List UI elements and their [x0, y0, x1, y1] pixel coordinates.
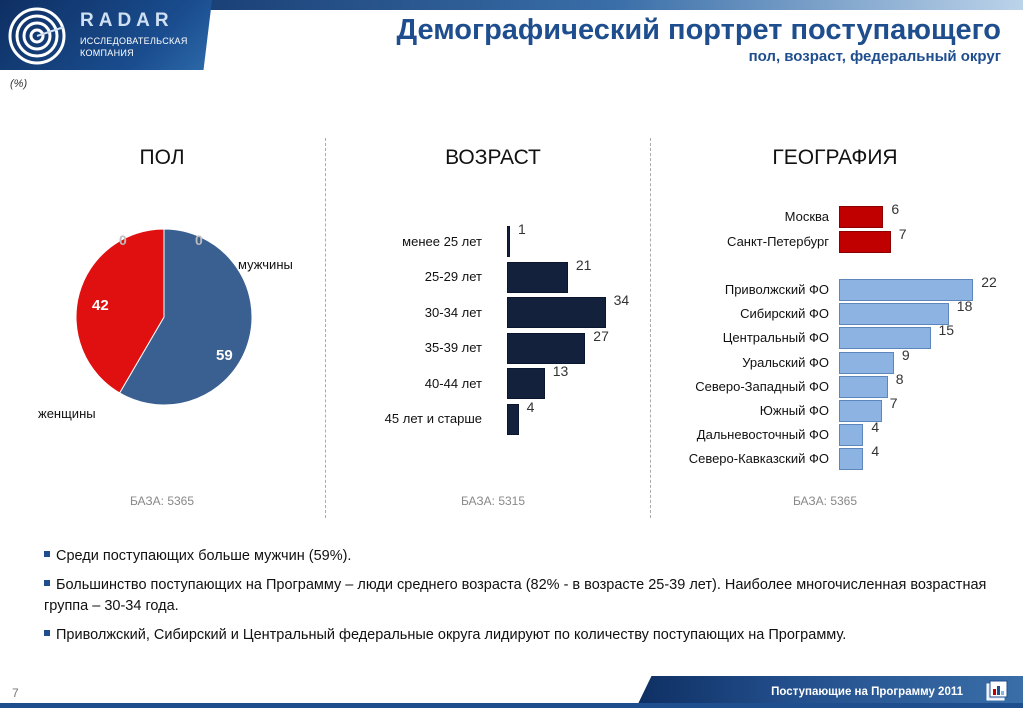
- summary-item: Среди поступающих больше мужчин (59%).: [44, 546, 994, 567]
- geo-district-value-label: 18: [956, 298, 973, 315]
- age-value-label: 1: [518, 221, 526, 237]
- age-bar: [507, 261, 568, 293]
- geo-district-value-label: 9: [901, 346, 910, 363]
- age-bar: [507, 226, 510, 257]
- geo-city-bar: [839, 206, 884, 228]
- age-value-label: 34: [613, 292, 630, 308]
- geo-district-bar: [839, 448, 864, 471]
- summary-text: Среди поступающих больше мужчин (59%).: [56, 548, 352, 564]
- geo-district-bar: [839, 400, 882, 422]
- geo-district-value-label: 4: [871, 419, 880, 436]
- geo-district-value-label: 4: [871, 443, 880, 460]
- summary-block: Среди поступающих больше мужчин (59%). Б…: [44, 546, 994, 654]
- geo-district-category-label: Уральский ФО: [742, 354, 829, 370]
- summary-item: Большинство поступающих на Программу – л…: [44, 575, 994, 617]
- age-bar: [507, 332, 586, 364]
- geo-district-category-label: Дальневосточный ФО: [696, 427, 829, 443]
- geo-district-category-label: Северо-Западный ФО: [695, 378, 829, 394]
- gender-pie-chart: [75, 228, 253, 406]
- geo-district-bar: [839, 375, 888, 398]
- age-category-label: 45 лет и старше: [384, 411, 482, 426]
- geo-city-value-label: 6: [891, 201, 900, 217]
- page-number: 7: [12, 686, 19, 700]
- footer-text: Поступающие на Программу 2011: [771, 686, 963, 698]
- geo-title: ГЕОГРАФИЯ: [772, 146, 898, 169]
- pie-legend-male: мужчины: [238, 257, 293, 272]
- logo-sub-line2: КОМПАНИЯ: [80, 48, 134, 58]
- geo-district-value-label: 8: [895, 370, 904, 387]
- bullet-icon: [44, 551, 50, 558]
- geo-district-category-label: Центральный ФО: [722, 330, 829, 346]
- geo-district-value-label: 15: [938, 322, 955, 339]
- age-bar: [507, 368, 545, 399]
- geo-district-value-label: 22: [981, 274, 997, 290]
- header-bar: [0, 0, 1023, 10]
- geo-district-bar: [839, 351, 894, 374]
- gender-title: ПОЛ: [139, 146, 185, 169]
- pie-legend-female: женщины: [38, 406, 96, 421]
- geo-city-category-label: Москва: [784, 209, 829, 224]
- age-category-label: 40-44 лет: [424, 375, 482, 391]
- logo-sub-line1: ИССЛЕДОВАТЕЛЬСКАЯ: [80, 36, 188, 46]
- pie-value-female: 42: [92, 297, 109, 314]
- age-bar: [507, 297, 606, 328]
- radar-logo-icon: [8, 7, 66, 65]
- divider-1: [325, 138, 326, 518]
- age-category-label: 30-34 лет: [424, 304, 482, 320]
- pie-extra-label-1: 0: [119, 232, 127, 248]
- footer-line: [0, 703, 1023, 708]
- pie-slice-male: [118, 228, 253, 406]
- gender-base: БАЗА: 5365: [129, 494, 195, 508]
- bullet-icon: [44, 630, 50, 637]
- age-category-label: 35-39 лет: [424, 340, 482, 355]
- geo-city-bar: [839, 231, 891, 253]
- geo-city-value-label: 7: [898, 226, 907, 242]
- pie-value-male: 59: [216, 347, 233, 364]
- geo-district-category-label: Сибирский ФО: [740, 306, 829, 322]
- geo-district-category-label: Приволжский ФО: [724, 282, 829, 297]
- summary-text: Большинство поступающих на Программу – л…: [44, 577, 987, 614]
- footer-band: [636, 676, 1023, 708]
- pie-slice-female: [75, 228, 165, 394]
- age-title: ВОЗРАСТ: [445, 146, 541, 169]
- age-value-label: 13: [552, 363, 569, 379]
- logo-subtitle: ИССЛЕДОВАТЕЛЬСКАЯ КОМПАНИЯ: [80, 35, 188, 59]
- pie-extra-label-2: 0: [195, 232, 203, 248]
- logo-block: RADAR ИССЛЕДОВАТЕЛЬСКАЯ КОМПАНИЯ: [0, 0, 212, 70]
- age-value-label: 4: [526, 398, 535, 415]
- geo-district-bar: [839, 279, 974, 301]
- geo-city-category-label: Санкт-Петербург: [727, 234, 829, 249]
- units-label: (%): [10, 78, 28, 90]
- geo-district-category-label: Северо-Кавказский ФО: [688, 451, 829, 467]
- geo-district-bar: [839, 327, 931, 350]
- age-category-label: 25-29 лет: [424, 269, 482, 284]
- age-bar: [507, 403, 519, 435]
- logo-name: RADAR: [80, 10, 174, 31]
- footer-document-icon: [986, 680, 1008, 701]
- geo-district-bar: [839, 303, 949, 326]
- age-category-label: менее 25 лет: [402, 233, 482, 249]
- geo-district-value-label: 7: [889, 395, 898, 411]
- age-value-label: 21: [575, 256, 592, 273]
- geo-district-category-label: Южный ФО: [759, 403, 829, 418]
- geo-base: БАЗА: 5365: [792, 494, 858, 508]
- bullet-icon: [44, 580, 50, 587]
- age-value-label: 27: [593, 327, 609, 344]
- divider-2: [650, 138, 651, 518]
- page-subtitle: пол, возраст, федеральный округ: [748, 48, 1001, 65]
- age-base: БАЗА: 5315: [460, 494, 526, 508]
- summary-item: Приволжский, Сибирский и Центральный фед…: [44, 625, 994, 646]
- summary-text: Приволжский, Сибирский и Центральный фед…: [56, 627, 847, 643]
- page-title: Демографический портрет поступающего: [396, 14, 1001, 46]
- geo-district-bar: [839, 424, 864, 447]
